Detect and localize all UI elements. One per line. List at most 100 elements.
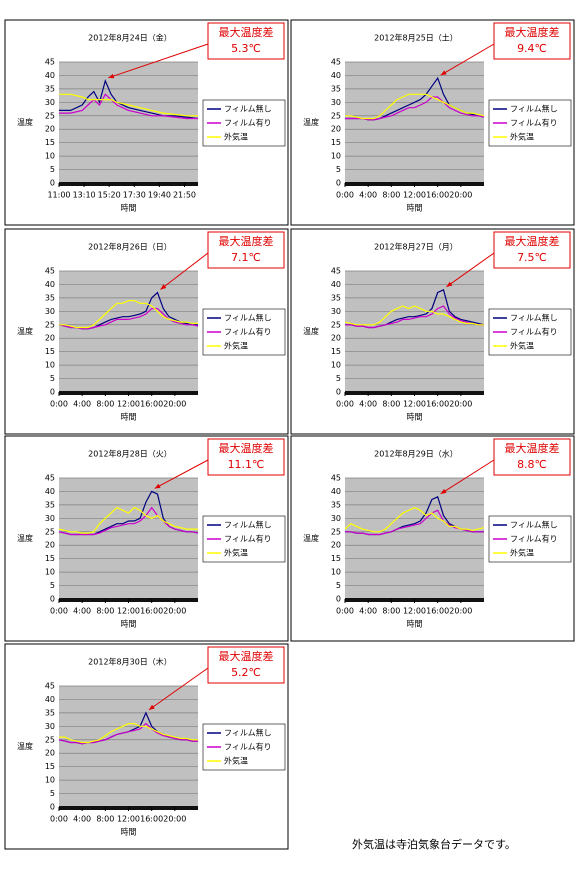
- y-tick-label: 45: [331, 267, 341, 276]
- annotation-value: 11.1℃: [228, 458, 265, 471]
- arrow-head: [154, 483, 161, 489]
- series-line: [59, 93, 198, 120]
- x-tick-label: 0:00: [336, 400, 354, 409]
- y-tick-label: 15: [331, 554, 341, 563]
- x-tick-label: 12:00: [403, 607, 426, 616]
- x-tick-label: 8:00: [382, 191, 400, 200]
- chart-panel: 2012年8月26日（日） 0 5 10 15 20 25 30 35 40 45 0:00 4:00 8…: [4, 228, 289, 435]
- arrow-head: [160, 284, 167, 290]
- x-axis-band: [59, 182, 198, 186]
- y-tick-label: 45: [331, 58, 341, 67]
- x-tick-label: 16:00: [140, 607, 163, 616]
- y-tick-label: 25: [45, 735, 55, 744]
- x-tick-label: 12:00: [117, 400, 140, 409]
- legend-label: フィルム有り: [224, 327, 272, 337]
- y-tick-label: 40: [331, 71, 341, 80]
- y-tick-label: 25: [45, 320, 55, 329]
- chart-panel: 2012年8月28日（火） 0 5 10 15 20 25 30 35 40 45 0:00 4:00 8…: [4, 435, 289, 642]
- y-axis-label: 温度: [303, 533, 319, 543]
- y-tick-label: 35: [45, 84, 55, 93]
- y-axis-label: 温度: [17, 533, 33, 543]
- legend-label: 外気温: [510, 341, 534, 351]
- x-tick-label: 16:00: [426, 607, 449, 616]
- x-axis-label: 時間: [407, 620, 423, 629]
- legend-label: フィルム無し: [224, 520, 272, 530]
- y-tick-label: 45: [45, 474, 55, 483]
- annotation-box: [493, 438, 571, 476]
- y-tick-label: 0: [50, 179, 55, 188]
- series-line: [59, 300, 198, 329]
- x-tick-label: 0:00: [50, 607, 68, 616]
- y-tick-label: 20: [45, 125, 55, 134]
- y-axis-label: 温度: [17, 326, 33, 336]
- y-tick-label: 40: [331, 280, 341, 289]
- y-tick-label: 35: [331, 500, 341, 509]
- y-tick-label: 30: [331, 98, 341, 107]
- series-line: [345, 93, 485, 120]
- x-axis-label: 時間: [407, 413, 423, 422]
- x-tick-label: 21:50: [173, 191, 196, 200]
- chart-title: 2012年8月26日（日）: [88, 242, 172, 252]
- arrow-head: [148, 704, 155, 710]
- y-tick-label: 25: [331, 320, 341, 329]
- legend-label: 外気温: [224, 756, 248, 766]
- y-tick-label: 15: [45, 762, 55, 771]
- chart-panel: 2012年8月25日（土） 0 5 10 15 20 25 30 35 40 45 0:00 4:00 8…: [290, 19, 575, 226]
- annotation-label: 最大温度差: [219, 649, 274, 663]
- y-tick-label: 0: [50, 803, 55, 812]
- chart-panel: 2012年8月27日（月） 0 5 10 15 20 25 30 35 40 45 0:00 4:00 8…: [290, 228, 575, 435]
- x-tick-label: 20:00: [449, 191, 472, 200]
- y-tick-label: 0: [50, 595, 55, 604]
- x-tick-label: 13:10: [73, 191, 96, 200]
- x-tick-label: 4:00: [73, 815, 91, 824]
- legend-label: フィルム無し: [224, 313, 272, 323]
- x-tick-label: 4:00: [359, 191, 377, 200]
- chart-panel: 2012年8月30日（木） 0 5 10 15 20 25 30 35 40 45 0:00 4:00 8…: [4, 643, 289, 850]
- x-tick-label: 12:00: [117, 607, 140, 616]
- y-tick-label: 5: [336, 165, 341, 174]
- annotation-arrow: [160, 252, 209, 290]
- arrow-head: [440, 70, 447, 76]
- legend-label: フィルム有り: [510, 534, 558, 544]
- y-tick-label: 5: [50, 581, 55, 590]
- y-tick-label: 0: [50, 388, 55, 397]
- plot-area: [345, 478, 484, 599]
- plot-area: [345, 62, 484, 183]
- x-tick-label: 8:00: [96, 607, 114, 616]
- x-tick-label: 8:00: [382, 607, 400, 616]
- y-tick-label: 35: [45, 500, 55, 509]
- x-tick-label: 20:00: [449, 400, 472, 409]
- y-tick-label: 30: [45, 307, 55, 316]
- annotation-box: [493, 22, 571, 60]
- chart-title: 2012年8月25日（土）: [374, 33, 458, 43]
- y-tick-label: 5: [336, 581, 341, 590]
- y-tick-label: 25: [45, 527, 55, 536]
- y-tick-label: 15: [331, 138, 341, 147]
- series-line: [345, 305, 484, 329]
- arrow-head: [108, 73, 115, 79]
- y-tick-label: 35: [45, 293, 55, 302]
- y-tick-label: 0: [336, 388, 341, 397]
- x-tick-label: 20:00: [163, 607, 186, 616]
- x-tick-label: 20:00: [163, 400, 186, 409]
- x-tick-label: 8:00: [96, 815, 114, 824]
- legend-label: フィルム無し: [224, 728, 272, 738]
- chart-title: 2012年8月30日（木）: [88, 657, 172, 667]
- x-tick-label: 0:00: [336, 191, 354, 200]
- series-line: [344, 506, 485, 533]
- y-tick-label: 5: [50, 789, 55, 798]
- series-line: [344, 305, 484, 326]
- plot-area: [59, 271, 198, 392]
- x-tick-label: 16:00: [140, 400, 163, 409]
- annotation-label: 最大温度差: [219, 234, 274, 248]
- legend-label: フィルム無し: [510, 313, 558, 323]
- legend-label: フィルム有り: [224, 534, 272, 544]
- y-axis-label: 温度: [303, 326, 319, 336]
- y-axis-label: 温度: [17, 741, 33, 751]
- footnote: 外気温は寺泊気象台データです。: [352, 837, 516, 851]
- y-tick-label: 25: [331, 527, 341, 536]
- x-tick-label: 8:00: [382, 400, 400, 409]
- y-tick-label: 20: [331, 334, 341, 343]
- series-line: [59, 723, 198, 744]
